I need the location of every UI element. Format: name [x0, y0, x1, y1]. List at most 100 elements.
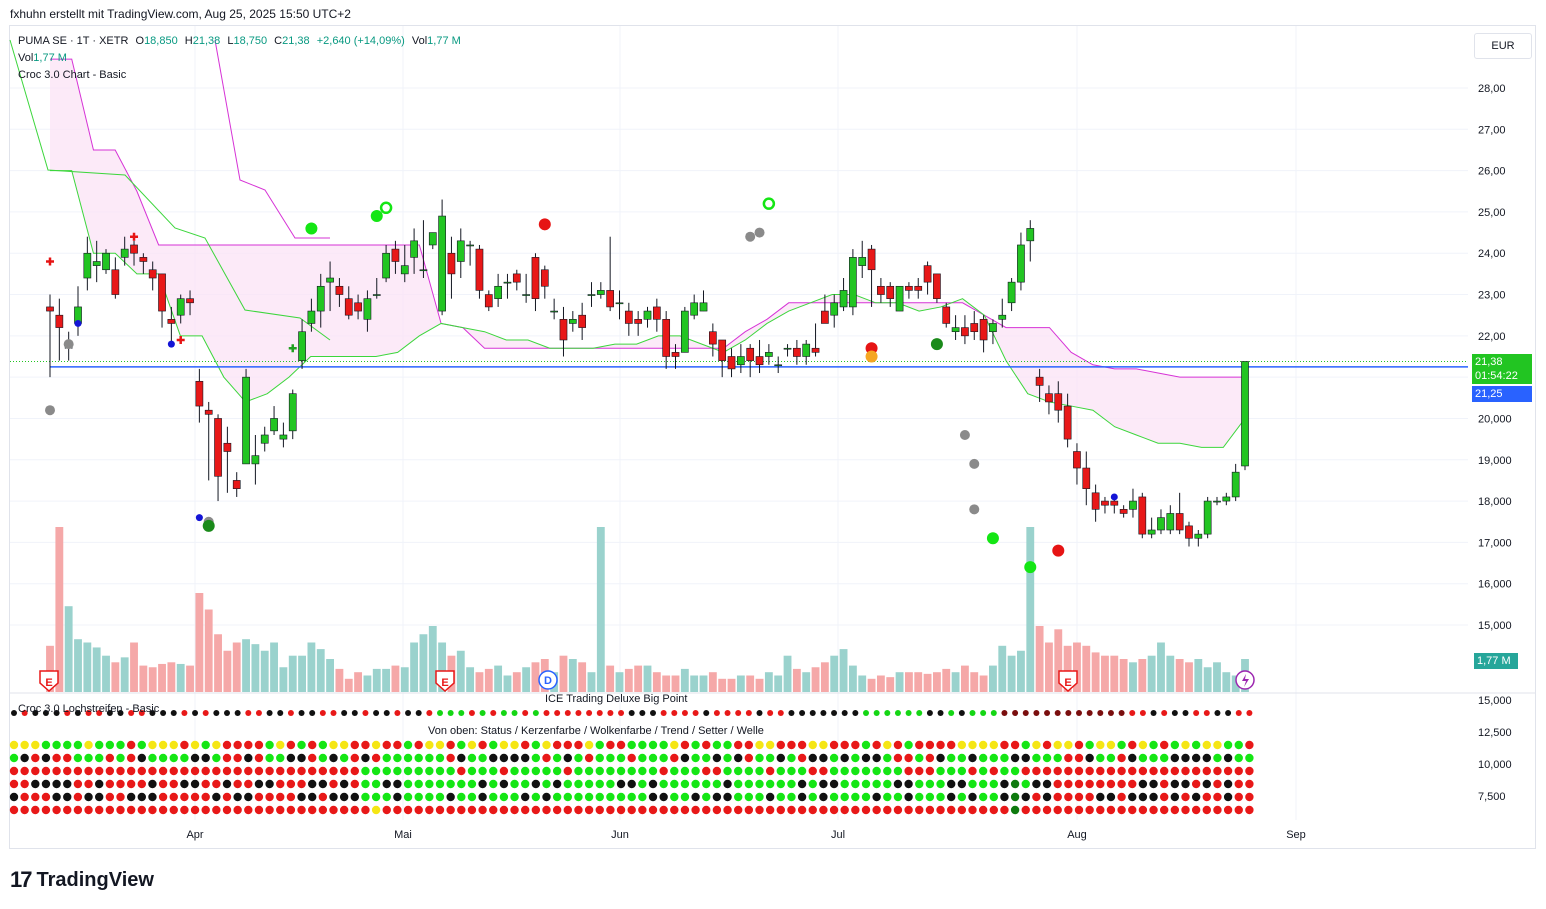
stripe-dot — [712, 753, 722, 763]
bigpoint-dot — [170, 710, 177, 716]
stripe-dot — [883, 766, 892, 776]
stripe-dot — [521, 779, 530, 789]
stripe-dot — [73, 740, 83, 750]
signal-dot — [370, 210, 383, 223]
stripe-dot — [787, 753, 796, 763]
stripe-dot — [861, 779, 871, 789]
stripe-dot — [552, 753, 562, 763]
stripe-dot — [414, 740, 423, 750]
stripe-dot — [510, 740, 519, 750]
stripe-dot — [776, 779, 785, 789]
volume-bar — [251, 644, 260, 692]
stripe-dot — [648, 792, 658, 802]
stripe-dot — [350, 779, 359, 789]
indicator-legend[interactable]: Croc 3.0 Chart - Basic — [18, 69, 127, 81]
stripe-dot — [1138, 792, 1148, 802]
stripe-dot — [478, 779, 487, 789]
stripe-dot — [1149, 740, 1158, 750]
stripe-dot — [20, 766, 29, 776]
symbol-name[interactable]: PUMA SE · 1T · XETR — [18, 35, 129, 47]
volume-bar — [55, 527, 64, 692]
stripe-dot — [9, 753, 19, 763]
stripe-dot — [1042, 740, 1052, 750]
stripe-dot — [840, 766, 849, 776]
candle-body — [942, 306, 951, 324]
stripe-dot — [542, 805, 551, 815]
candle-body — [1101, 500, 1109, 506]
candle-body — [550, 310, 558, 313]
candle-body — [522, 294, 530, 296]
stripe-dot — [531, 753, 541, 763]
stripe-dot — [158, 805, 168, 815]
candle-body — [344, 298, 353, 316]
stripes-title[interactable]: Croc 3.0 Lochstreifen - Basic — [18, 703, 160, 715]
price-tick-label: 26,00 — [1478, 166, 1506, 178]
stripe-dot — [744, 766, 754, 776]
stripe-dot — [233, 753, 242, 763]
stripe-dot — [393, 792, 402, 802]
bigpoint-dot — [437, 710, 443, 716]
bigpoint-dot — [1118, 710, 1125, 716]
candle-body — [540, 269, 549, 287]
stripe-dot — [1042, 779, 1052, 789]
stripe-dot — [563, 753, 572, 763]
bigpoint-dot — [799, 710, 806, 716]
stripe-dot — [339, 792, 349, 802]
stripe-dot — [574, 766, 583, 776]
stripe-dot — [478, 792, 487, 802]
bigpoint-dot — [820, 710, 827, 716]
stripe-dot — [1234, 792, 1243, 802]
currency-button[interactable]: EUR — [1474, 33, 1532, 59]
stripe-dot — [510, 805, 519, 815]
stripe-dot — [1223, 740, 1233, 750]
stripe-dot — [1191, 753, 1201, 763]
stripe-dot — [148, 792, 157, 802]
volume-bar — [335, 668, 344, 692]
stripe-dot — [1160, 740, 1169, 750]
stripe-dot — [20, 779, 29, 789]
candle-body — [1241, 361, 1249, 467]
stripe-dot — [190, 766, 200, 776]
stripe-dot — [659, 779, 668, 789]
stripe-dot — [116, 740, 125, 750]
close-value: 21,38 — [282, 35, 310, 47]
candle-body — [970, 323, 979, 333]
stripe-dot — [276, 792, 285, 802]
stripe-dot — [425, 753, 434, 763]
volume-bar — [1194, 659, 1203, 692]
dividend-marker-shape — [538, 670, 558, 690]
candle-body — [428, 232, 437, 246]
bigpoint-dot — [394, 710, 401, 716]
stripe-dot — [212, 779, 221, 789]
stripe-dot — [499, 779, 509, 789]
stripe-dot — [957, 740, 967, 750]
stripe-dot — [73, 753, 83, 763]
stripe-dot — [1106, 805, 1116, 815]
stripe-dot — [861, 805, 871, 815]
candle-body — [83, 252, 92, 279]
tradingview-logo[interactable]: 17 TradingView — [10, 867, 154, 893]
stripe-dot — [126, 779, 136, 789]
stripe-dot — [1191, 792, 1201, 802]
stripe-dot — [702, 753, 711, 763]
stripe-dot — [393, 805, 402, 815]
stripe-dot — [361, 805, 370, 815]
volume-bar — [419, 634, 428, 692]
signal-dot — [1024, 561, 1037, 574]
stripe-dot — [126, 753, 136, 763]
bigpoint-dot — [1225, 710, 1232, 716]
stripe-dot — [925, 779, 935, 789]
stripe-dot — [627, 766, 636, 776]
signal-dot — [969, 458, 980, 469]
volume-legend[interactable]: Vol1,77 M — [18, 52, 71, 64]
candle-body — [503, 281, 512, 284]
stripe-dot — [329, 779, 338, 789]
stripe-dot — [531, 805, 541, 815]
price-tick-label: 20,000 — [1478, 413, 1512, 425]
stripe-dot — [308, 779, 317, 789]
stripe-dot — [840, 805, 849, 815]
volume-bar — [755, 678, 764, 692]
stripe-dot — [968, 753, 977, 763]
stripe-dot — [318, 805, 328, 815]
